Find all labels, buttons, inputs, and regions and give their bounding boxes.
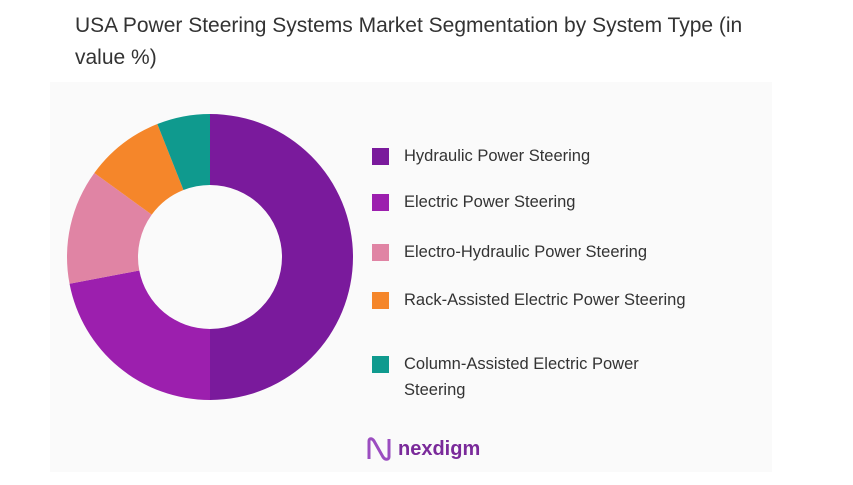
legend-label: Column-Assisted Electric Power Steering xyxy=(404,355,639,399)
legend-label: Rack-Assisted Electric Power Steering xyxy=(404,291,686,309)
legend-swatch xyxy=(372,356,389,373)
legend-item: Electro-Hydraulic Power Steering xyxy=(372,239,732,265)
donut-slice-3 xyxy=(94,124,184,215)
legend-item: Rack-Assisted Electric Power Steering xyxy=(372,287,732,313)
legend-item: Electric Power Steering xyxy=(372,189,732,215)
chart-title: USA Power Steering Systems Market Segmen… xyxy=(75,14,743,69)
donut-slice-0 xyxy=(210,114,353,400)
legend-swatch xyxy=(372,244,389,261)
legend-swatch xyxy=(372,292,389,309)
logo-text: nexdigm xyxy=(398,437,481,460)
legend-label: Hydraulic Power Steering xyxy=(404,147,591,165)
legend-swatch xyxy=(372,148,389,165)
legend-swatch xyxy=(372,194,389,211)
nexdigm-logo-icon xyxy=(367,437,391,461)
legend-label: Electro-Hydraulic Power Steering xyxy=(404,243,648,261)
legend-item: Hydraulic Power Steering xyxy=(372,143,732,169)
legend-item: Column-Assisted Electric Power Steering xyxy=(372,351,732,403)
donut-slice-1 xyxy=(69,270,210,400)
legend-label: Electric Power Steering xyxy=(404,193,576,211)
nexdigm-logo: nexdigm xyxy=(366,437,480,461)
donut-slice-4 xyxy=(157,114,210,191)
donut-slice-2 xyxy=(67,172,152,284)
